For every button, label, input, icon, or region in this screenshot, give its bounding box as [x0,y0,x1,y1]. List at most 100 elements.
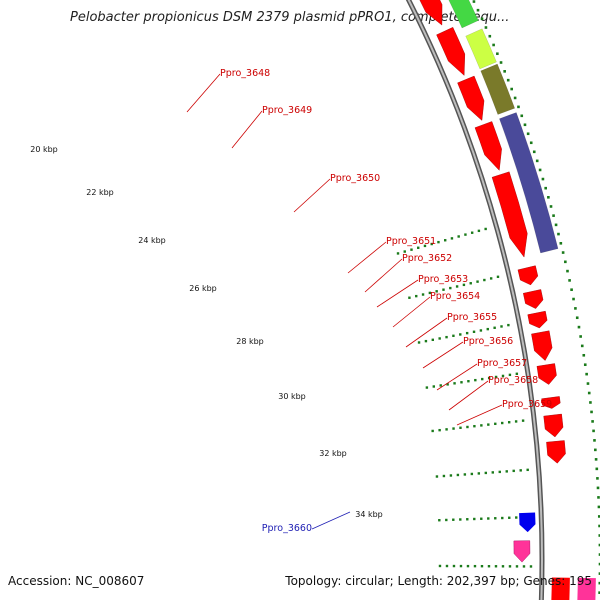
outer-tick-dot [597,496,600,499]
tick-dot [477,472,481,475]
tick-dot [494,517,497,520]
tick-dot [480,424,483,427]
outer-tick-dot [492,43,495,47]
tick-dot [484,471,488,475]
outer-tick-dot [541,177,545,181]
tick-dot [500,325,503,328]
outer-tick-dot [572,297,575,301]
tick-dot [505,470,508,473]
tick-dot [438,428,441,432]
outer-tick-dot [574,307,577,310]
tick-dot [467,380,470,383]
outer-tick-dot [513,96,517,100]
outer-tick-dot [580,344,584,348]
tick-dot [507,421,511,424]
outer-tick-dot [594,458,598,461]
tick-dot [474,378,477,382]
tick-dot [512,469,515,473]
leader-line [392,296,431,328]
gene-arrow [541,396,561,409]
tick-dot [439,384,442,387]
tick-dot [514,420,518,423]
tick-dot [466,518,469,521]
outer-tick-dot [596,477,599,480]
outer-tick-dot [590,410,593,414]
tick-dot [508,373,512,377]
tick-dot [496,275,500,279]
tick-dot [486,327,489,331]
outer-tick-dot [598,524,600,528]
tick-dot [515,516,518,519]
map-title: Pelobacter propionicus DSM 2379 plasmid … [70,10,510,25]
tick-dot [453,382,456,385]
summary-text: Topology: circular; Length: 202,397 bp; … [285,574,592,588]
gene-label: Ppro_3660 [262,523,312,534]
tick-dot [432,385,435,388]
tick-dot [476,280,479,283]
tick-dot [442,288,445,291]
tick-dot [466,425,469,429]
tick-dot [460,381,463,384]
outer-tick-dot [517,105,520,109]
gene-arrow [546,440,566,464]
outer-tick-dot [598,553,600,556]
gene-arrow [436,27,466,76]
outer-tick-dot [532,150,536,154]
tick-dot [529,565,533,568]
outer-tick-dot [480,17,484,21]
gene-label: Ppro_3659 [502,399,552,410]
tick-dot [438,564,442,568]
tick-label: 28 kbp [236,337,264,346]
gene-arrow [419,0,443,26]
leader-line [231,110,263,149]
tick-dot [456,473,460,477]
outer-tick-dot [598,534,600,537]
tick-dot [417,246,420,249]
outer-tick-dot [577,325,581,329]
outer-tick-dot [561,251,565,254]
outer-tick-dot [579,335,582,338]
tick-dot [522,565,526,568]
outer-tick-dot [594,448,597,452]
tick-dot [463,473,467,476]
tick-label: 26 kbp [189,284,217,293]
cog-segment [577,577,596,600]
gene-arrow [513,540,531,563]
tick-dot [469,282,472,285]
gene-arrow [519,512,536,533]
tick-dot [466,564,470,568]
tick-dot [396,252,400,255]
tick-dot [498,470,501,474]
outer-tick-dot [496,52,499,56]
tick-dot [473,564,477,568]
tick-dot [442,474,446,478]
leader-line [347,241,387,274]
tick-dot [450,237,454,240]
tick-dot [489,277,493,280]
outer-tick-dot [503,70,506,73]
outer-tick-dot [566,269,569,273]
tick-dot [507,323,510,327]
outer-tick-dot [557,232,560,236]
outer-tick-dot [472,0,476,3]
tick-dot [515,565,519,568]
gene-arrow [551,577,570,600]
tick-label: 30 kbp [278,392,306,401]
outer-tick-dot [506,78,510,82]
gene-label: Ppro_3651 [386,236,436,247]
outer-tick-dot [535,159,539,163]
outer-tick-dot [538,168,542,172]
tick-dot [470,472,474,476]
outer-tick-dot [598,591,600,594]
tick-label: 32 kbp [319,449,347,458]
tick-dot [487,517,490,520]
gene-arrow [474,121,502,171]
tick-dot [487,376,491,380]
tick-dot [477,229,481,233]
tick-dot [521,419,525,422]
tick-dot [445,335,448,339]
gene-arrow [523,289,544,309]
outer-tick-dot [575,316,579,320]
tick-dot [445,564,449,568]
tick-label: 24 kbp [138,236,166,245]
